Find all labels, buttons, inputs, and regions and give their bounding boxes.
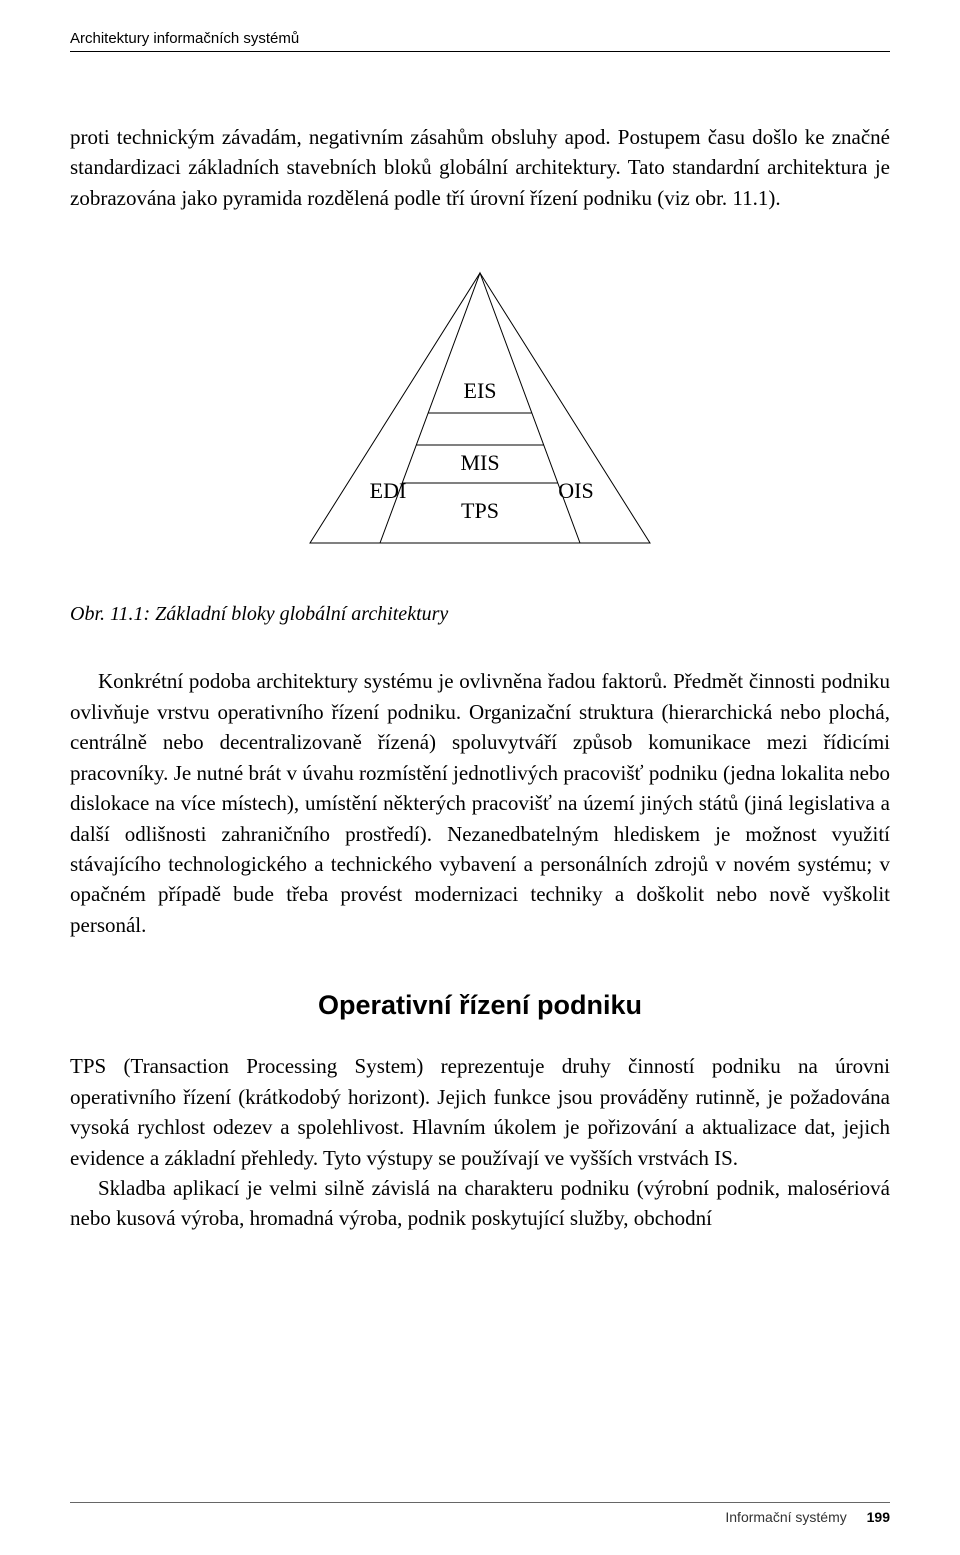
footer: Informační systémy 199 (70, 1502, 890, 1525)
label-eis: EIS (464, 378, 497, 403)
page-number: 199 (867, 1509, 890, 1525)
label-tps: TPS (461, 498, 499, 523)
figure-caption: Obr. 11.1: Základní bloky globální archi… (70, 603, 890, 626)
pyramid-figure: EIS MIS TPS EDI OIS (70, 263, 890, 553)
page: Architektury informačních systémů proti … (0, 0, 960, 1555)
label-ois: OIS (558, 478, 593, 503)
label-edi: EDI (370, 478, 407, 503)
label-mis: MIS (460, 450, 499, 475)
paragraph-body-2: Konkrétní podoba architektury systému je… (70, 666, 890, 940)
section-heading-operativni: Operativní řízení podniku (70, 990, 890, 1021)
footer-label: Informační systémy (725, 1509, 846, 1525)
paragraph-intro: proti technickým závadám, negativním zás… (70, 122, 890, 213)
paragraph-tps-2: Skladba aplikací je velmi silně závislá … (70, 1173, 890, 1234)
paragraph-tps-1: TPS (Transaction Processing System) repr… (70, 1051, 890, 1173)
pyramid-svg: EIS MIS TPS EDI OIS (300, 263, 660, 553)
running-head: Architektury informačních systémů (70, 30, 890, 52)
